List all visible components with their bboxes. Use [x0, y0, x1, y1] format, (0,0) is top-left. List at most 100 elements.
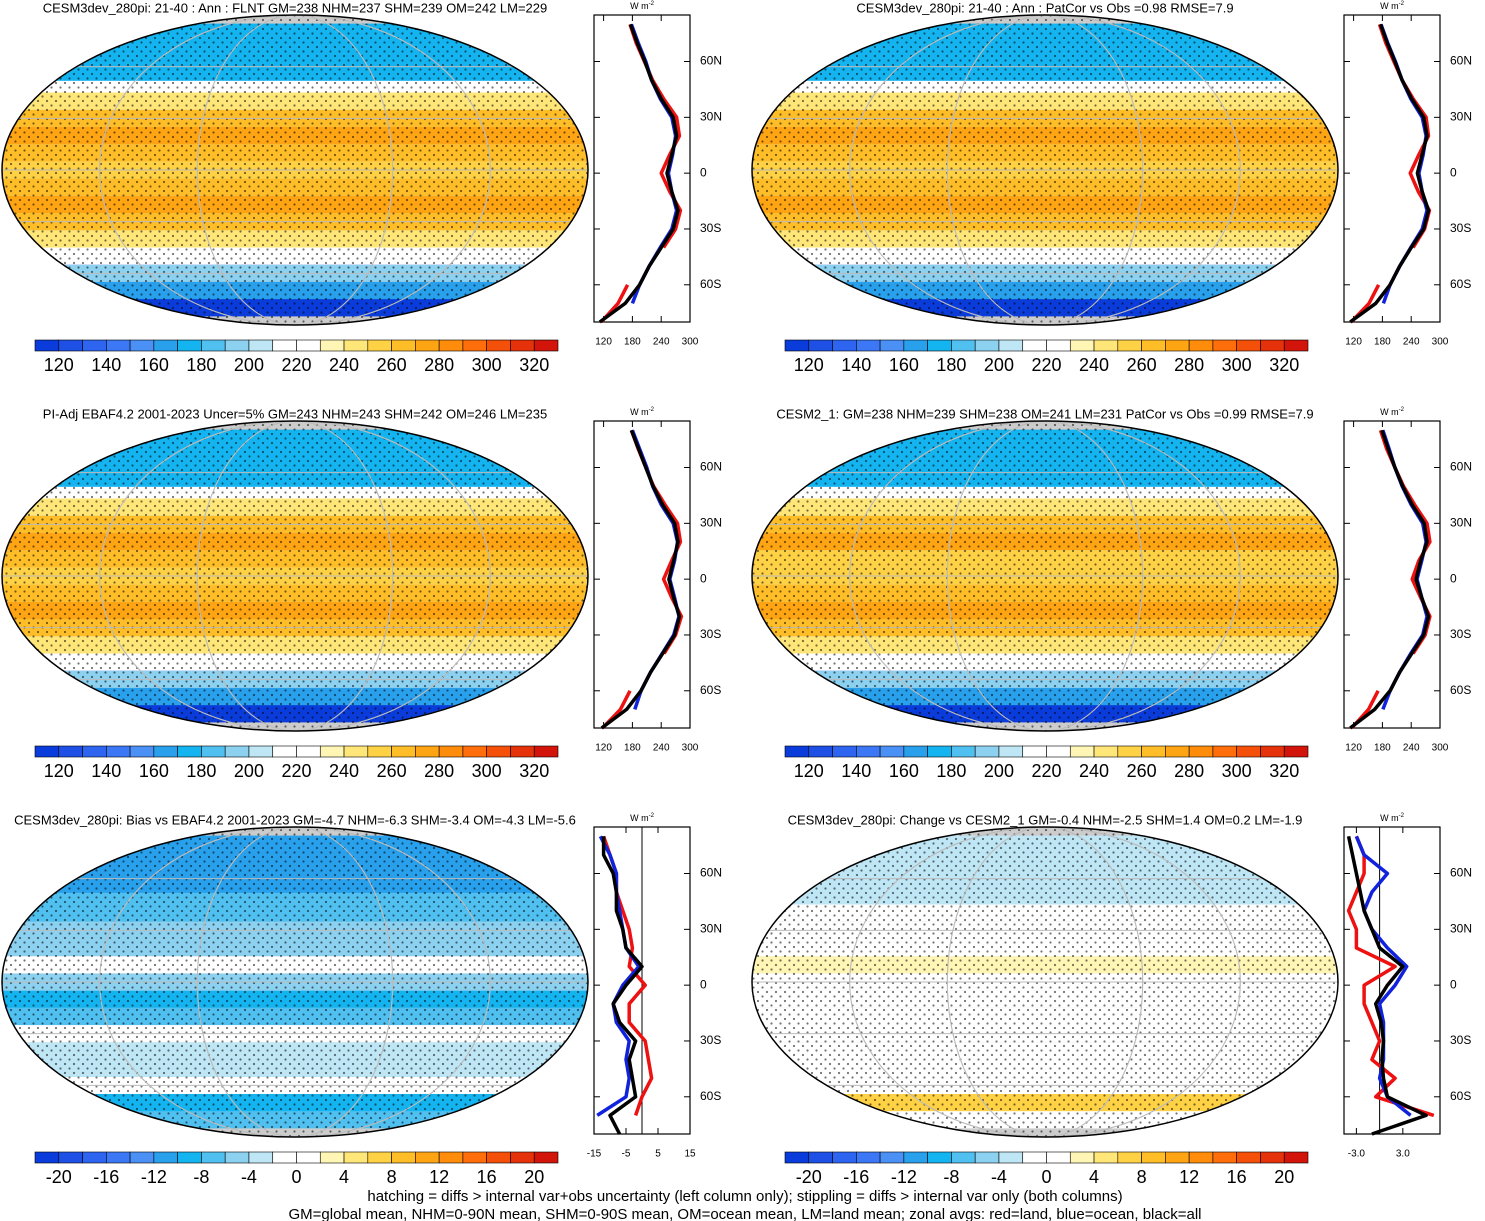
colorbar-box	[82, 745, 107, 758]
y-tick-label: 30S	[1450, 221, 1471, 235]
colorbar-label: 220	[281, 761, 311, 781]
colorbar-label: -16	[843, 1167, 869, 1187]
graticule	[946, 827, 1144, 1137]
colorbar-box	[129, 1151, 155, 1164]
colorbar-box	[34, 1151, 60, 1164]
map-border	[1, 826, 589, 1138]
colorbar-box	[296, 745, 321, 758]
colorbar-label: 120	[44, 761, 74, 781]
colorbar-label: 4	[339, 1167, 349, 1187]
colorbar-box	[106, 745, 131, 758]
colorbar-box	[927, 339, 952, 352]
colorbar-box	[296, 1151, 321, 1164]
colorbar-label: 200	[984, 355, 1014, 375]
unit: W m	[1380, 407, 1399, 417]
colorbar-box	[58, 745, 83, 758]
colorbar-box	[1260, 745, 1285, 758]
colorbar-box	[998, 1151, 1024, 1164]
colorbar-label: 260	[377, 761, 407, 781]
x-tick-label: 300	[682, 337, 699, 348]
panel-title: CESM3dev_280pi: Change vs CESM2_1 GM=-0.…	[788, 812, 1303, 827]
colorbar-box	[1117, 339, 1142, 352]
colorbar-label: 300	[1222, 761, 1252, 781]
colorbar-label: 240	[329, 355, 359, 375]
y-tick-label: 60S	[1450, 683, 1471, 697]
colorbar-label: 220	[1031, 355, 1061, 375]
y-tick-label: 60N	[1450, 460, 1472, 474]
colorbar-box	[367, 339, 392, 352]
x-tick-label: 240	[1403, 743, 1420, 754]
colorbar-box	[1260, 339, 1285, 352]
colorbar-label: 120	[794, 761, 824, 781]
colorbar-label: 20	[524, 1167, 544, 1187]
graticule	[196, 421, 394, 731]
x-tick-label: 180	[1374, 743, 1391, 754]
x-tick-label: 120	[595, 743, 612, 754]
y-tick-label: 0	[1450, 977, 1457, 991]
colorbar-box	[1022, 1151, 1047, 1164]
y-tick-label: 30N	[1450, 922, 1472, 936]
y-tick-label: 0	[700, 977, 707, 991]
colorbar-box	[248, 745, 274, 758]
y-tick-label: 60N	[700, 460, 722, 474]
colorbar-label: 120	[794, 355, 824, 375]
x-tick-label: 15	[684, 1149, 696, 1160]
colorbar-label: -16	[93, 1167, 119, 1187]
colorbar-label: -4	[241, 1167, 257, 1187]
colorbar-box	[927, 1151, 952, 1164]
colorbar-label: 240	[329, 761, 359, 781]
zonal-mean-line	[600, 429, 682, 730]
colorbar-label: 180	[936, 761, 966, 781]
colorbar-box	[879, 1151, 905, 1164]
colorbar-label: -4	[991, 1167, 1007, 1187]
colorbar-box	[248, 339, 274, 352]
colorbar-label: -8	[943, 1167, 959, 1187]
colorbar-box	[391, 745, 416, 758]
colorbar-box	[1117, 745, 1142, 758]
colorbar-label: 140	[841, 761, 871, 781]
colorbar-box	[784, 1151, 810, 1164]
x-tick-label: -3.0	[1348, 1149, 1366, 1160]
x-tick-label: 180	[1374, 337, 1391, 348]
colorbar-box	[438, 1151, 464, 1164]
colorbar-box	[177, 745, 202, 758]
graticule	[196, 827, 394, 1137]
unit-label: W m-2	[1380, 407, 1404, 418]
colorbar-label: 12	[1179, 1167, 1199, 1187]
unit-exponent: -2	[649, 1, 655, 7]
graticule	[849, 827, 1241, 1137]
y-tick-label: 30N	[1450, 516, 1472, 530]
x-tick-label: 240	[653, 337, 670, 348]
colorbar-box	[177, 339, 202, 352]
colorbar-box	[856, 745, 881, 758]
colorbar-label: 300	[472, 355, 502, 375]
colorbar-box	[1165, 339, 1190, 352]
colorbar-box	[486, 339, 511, 352]
colorbar-box	[1236, 1151, 1261, 1164]
unit-exponent: -2	[1399, 1, 1405, 7]
colorbar-label: 20	[1274, 1167, 1294, 1187]
map-border	[1, 14, 589, 326]
plot-frame	[593, 420, 691, 729]
colorbar-box	[343, 745, 369, 758]
colorbar-box	[129, 745, 155, 758]
unit-label: W m-2	[630, 407, 654, 418]
colorbar-box	[1069, 339, 1095, 352]
colorbar-label: 280	[1174, 355, 1204, 375]
colorbar-label: 300	[1222, 355, 1252, 375]
colorbar-box	[808, 1151, 833, 1164]
colorbar-box	[58, 339, 83, 352]
x-tick-label: -15	[587, 1149, 602, 1160]
y-tick-label: 60N	[1450, 54, 1472, 68]
unit: W m	[630, 1, 649, 11]
colorbar-label: 240	[1079, 761, 1109, 781]
colorbar-box	[1283, 745, 1309, 758]
unit-label: W m-2	[630, 813, 654, 824]
x-tick-label: 120	[595, 337, 612, 348]
colorbar-box	[1188, 745, 1214, 758]
colorbar-box	[1236, 745, 1261, 758]
map	[2, 421, 588, 731]
x-tick-label: 240	[1403, 337, 1420, 348]
colorbar-box	[1188, 339, 1214, 352]
colorbar-label: 280	[424, 761, 454, 781]
